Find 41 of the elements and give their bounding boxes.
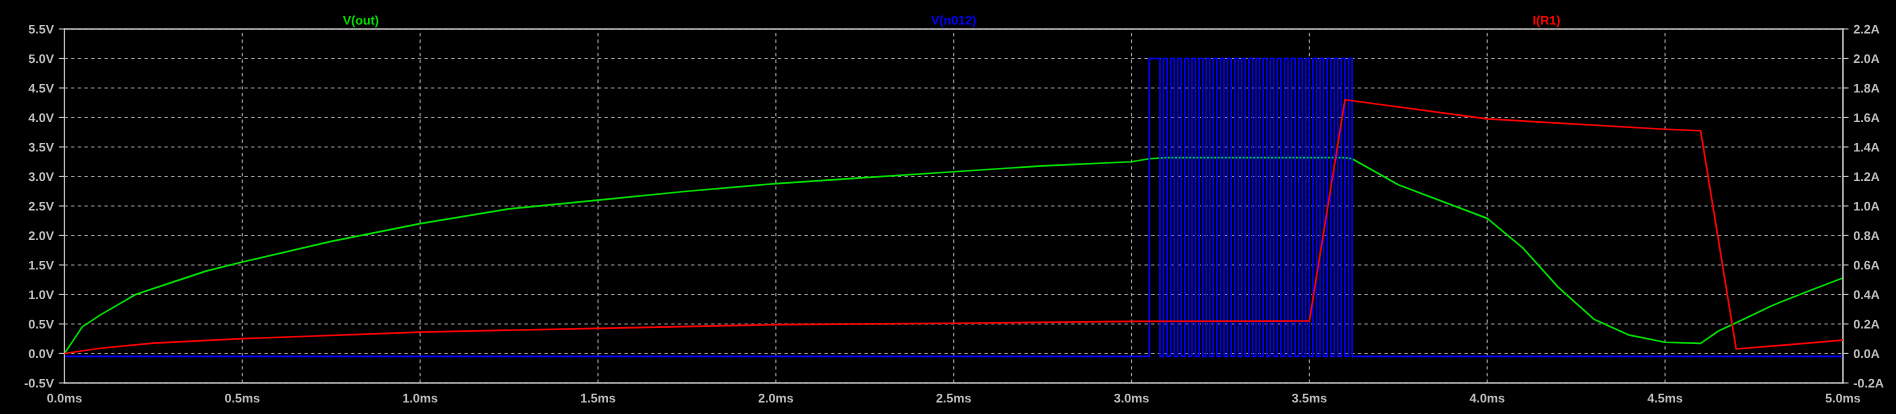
y2-tick-label: 0.4A: [1853, 290, 1880, 300]
x-tick-label: 3.5ms: [1291, 393, 1327, 403]
y2-tick-label: 0.2A: [1853, 319, 1880, 329]
y2-tick-label: -0.2A: [1853, 378, 1884, 388]
y-tick-label: 2.0V: [28, 231, 54, 241]
y-tick-label: 0.5V: [28, 319, 54, 329]
x-tick-label: 4.0ms: [1469, 393, 1505, 403]
line-series: [64, 156, 1843, 355]
x-tick-label: 0.0ms: [47, 393, 82, 403]
x-tick-label: 1.0ms: [403, 393, 438, 403]
y2-tick-label: 0.6A: [1853, 260, 1880, 270]
y2-tick-label: 0.0A: [1853, 349, 1880, 359]
y-tick-label: 1.5V: [29, 260, 54, 270]
y-tick-label: 4.5V: [28, 83, 54, 93]
y-tick-label: 5.5V: [28, 24, 54, 34]
y2-tick-label: 1.4A: [1854, 142, 1880, 152]
x-tick-label: 0.5ms: [225, 393, 260, 403]
y2-tick-label: 1.0A: [1854, 201, 1880, 211]
text: V(out): [342, 15, 379, 28]
y-tick-label: 1.0V: [29, 290, 54, 300]
y2-tick-label: 0.8A: [1853, 231, 1880, 241]
text: I(R1): [1533, 15, 1560, 28]
y-tick-label: 0.0V: [28, 349, 54, 359]
x-tick-label: 2.5ms: [936, 393, 971, 403]
y-tick-label: 5.0V: [28, 54, 54, 64]
y-tick-label: 3.5V: [28, 142, 54, 152]
y2-tick-label: 2.2A: [1853, 24, 1880, 34]
y2-tick-label: 1.6A: [1854, 113, 1880, 123]
y2-tick-label: 1.8A: [1854, 83, 1880, 93]
y-tick-label: 4.0V: [28, 113, 54, 123]
text: V(n012): [931, 15, 976, 28]
x-tick-label: 4.5ms: [1647, 393, 1683, 403]
y2-tick-label: 2.0A: [1853, 54, 1880, 64]
x-tick-label: 3.0ms: [1114, 393, 1149, 403]
y-tick-label: -0.5V: [24, 378, 54, 388]
y2-tick-label: 1.2A: [1854, 172, 1880, 181]
x-tick-label: 5.0ms: [1825, 393, 1861, 403]
x-tick-label: 2.0ms: [758, 393, 794, 403]
y-tick-label: 2.5V: [28, 201, 54, 211]
x-tick-label: 1.5ms: [581, 393, 616, 403]
y-tick-label: 3.0V: [28, 172, 54, 182]
